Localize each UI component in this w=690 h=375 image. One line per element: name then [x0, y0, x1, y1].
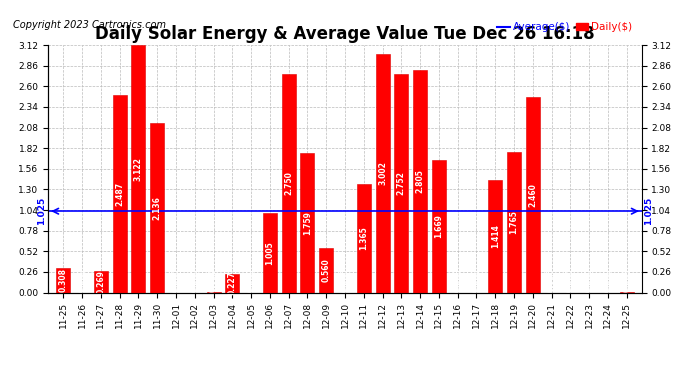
Text: 0.003: 0.003 — [622, 268, 631, 292]
Text: 0.000: 0.000 — [453, 268, 462, 292]
Text: 0.000: 0.000 — [584, 268, 593, 292]
Bar — [226, 274, 239, 292]
Bar — [489, 180, 502, 292]
Bar — [432, 160, 446, 292]
Title: Daily Solar Energy & Average Value Tue Dec 26 16:18: Daily Solar Energy & Average Value Tue D… — [95, 26, 595, 44]
Text: 3.122: 3.122 — [134, 157, 143, 181]
Text: 0.000: 0.000 — [566, 268, 575, 292]
Text: 1.765: 1.765 — [509, 210, 518, 234]
Text: 3.002: 3.002 — [378, 162, 387, 185]
Text: 0.000: 0.000 — [190, 268, 199, 292]
Text: 1.414: 1.414 — [491, 225, 500, 248]
Text: 1.365: 1.365 — [359, 226, 368, 250]
Text: 2.460: 2.460 — [529, 183, 538, 207]
Bar — [263, 213, 277, 292]
Legend: Average($), Daily($): Average($), Daily($) — [493, 18, 636, 36]
Bar — [375, 54, 390, 292]
Text: 0.000: 0.000 — [77, 268, 87, 292]
Bar — [150, 123, 164, 292]
Bar — [394, 74, 408, 292]
Bar — [413, 70, 427, 292]
Bar — [526, 98, 540, 292]
Bar — [357, 184, 371, 292]
Text: 2.805: 2.805 — [415, 169, 424, 193]
Bar — [131, 45, 146, 292]
Bar — [319, 248, 333, 292]
Text: 0.000: 0.000 — [547, 268, 556, 292]
Bar — [282, 74, 296, 292]
Text: 0.000: 0.000 — [172, 268, 181, 292]
Text: 0.560: 0.560 — [322, 258, 331, 282]
Text: 0.308: 0.308 — [59, 268, 68, 292]
Text: 0.000: 0.000 — [246, 268, 255, 292]
Text: 0.000: 0.000 — [340, 268, 350, 292]
Bar — [57, 268, 70, 292]
Text: 1.759: 1.759 — [303, 211, 312, 235]
Bar — [112, 95, 127, 292]
Text: 1.025: 1.025 — [644, 197, 653, 225]
Text: Copyright 2023 Cartronics.com: Copyright 2023 Cartronics.com — [12, 20, 166, 30]
Text: 0.009: 0.009 — [209, 268, 218, 292]
Text: 0.000: 0.000 — [472, 268, 481, 292]
Text: 0.227: 0.227 — [228, 272, 237, 296]
Text: 1.005: 1.005 — [266, 241, 275, 264]
Text: 1.669: 1.669 — [435, 214, 444, 238]
Text: 0.269: 0.269 — [97, 270, 106, 294]
Bar — [507, 153, 521, 292]
Text: 2.136: 2.136 — [152, 196, 161, 220]
Text: 2.750: 2.750 — [284, 171, 293, 195]
Bar — [300, 153, 315, 292]
Text: 2.752: 2.752 — [397, 171, 406, 195]
Text: 0.000: 0.000 — [603, 268, 613, 292]
Text: 2.487: 2.487 — [115, 182, 124, 206]
Text: 1.025: 1.025 — [37, 197, 46, 225]
Bar — [94, 271, 108, 292]
